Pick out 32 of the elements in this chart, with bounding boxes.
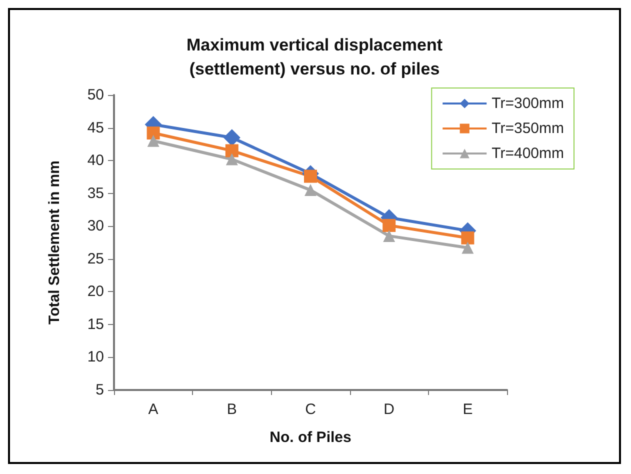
y-tick-label: 10 — [87, 348, 104, 366]
y-tick-label: 40 — [87, 152, 104, 170]
legend-label: Tr=350mm — [492, 120, 564, 137]
point — [225, 144, 238, 158]
y-tick-label: 35 — [87, 184, 104, 202]
y-tick-label: 50 — [87, 86, 104, 104]
y-tick-label: 30 — [87, 218, 104, 235]
x-tick-label: D — [384, 401, 395, 418]
point — [223, 129, 240, 146]
point — [304, 184, 316, 196]
y-tick-label: 45 — [87, 119, 104, 136]
legend-label: Tr=300mm — [492, 95, 564, 112]
y-axis-title: Total Settlement in mm — [46, 160, 63, 324]
y-tick-label: 15 — [87, 316, 104, 333]
x-tick-label: C — [305, 401, 316, 418]
y-tick-label: 5 — [96, 382, 104, 398]
y-tick-label: 25 — [87, 250, 104, 268]
point — [146, 126, 160, 140]
point — [147, 134, 160, 147]
point — [382, 218, 396, 232]
point — [462, 242, 474, 254]
x-tick-label: B — [226, 401, 237, 418]
chart-title: Maximum vertical displacement (settlement) versus no. of piles — [186, 36, 443, 78]
point — [304, 170, 317, 183]
point — [383, 230, 396, 242]
x-axis-title: No. of Piles — [270, 429, 352, 446]
x-tick-label: E — [462, 401, 473, 418]
x-tick-label: A — [148, 401, 158, 418]
point — [226, 153, 238, 166]
legend-label: Tr=400mm — [492, 145, 564, 162]
point — [461, 231, 474, 244]
y-tick-label: 20 — [87, 283, 104, 300]
